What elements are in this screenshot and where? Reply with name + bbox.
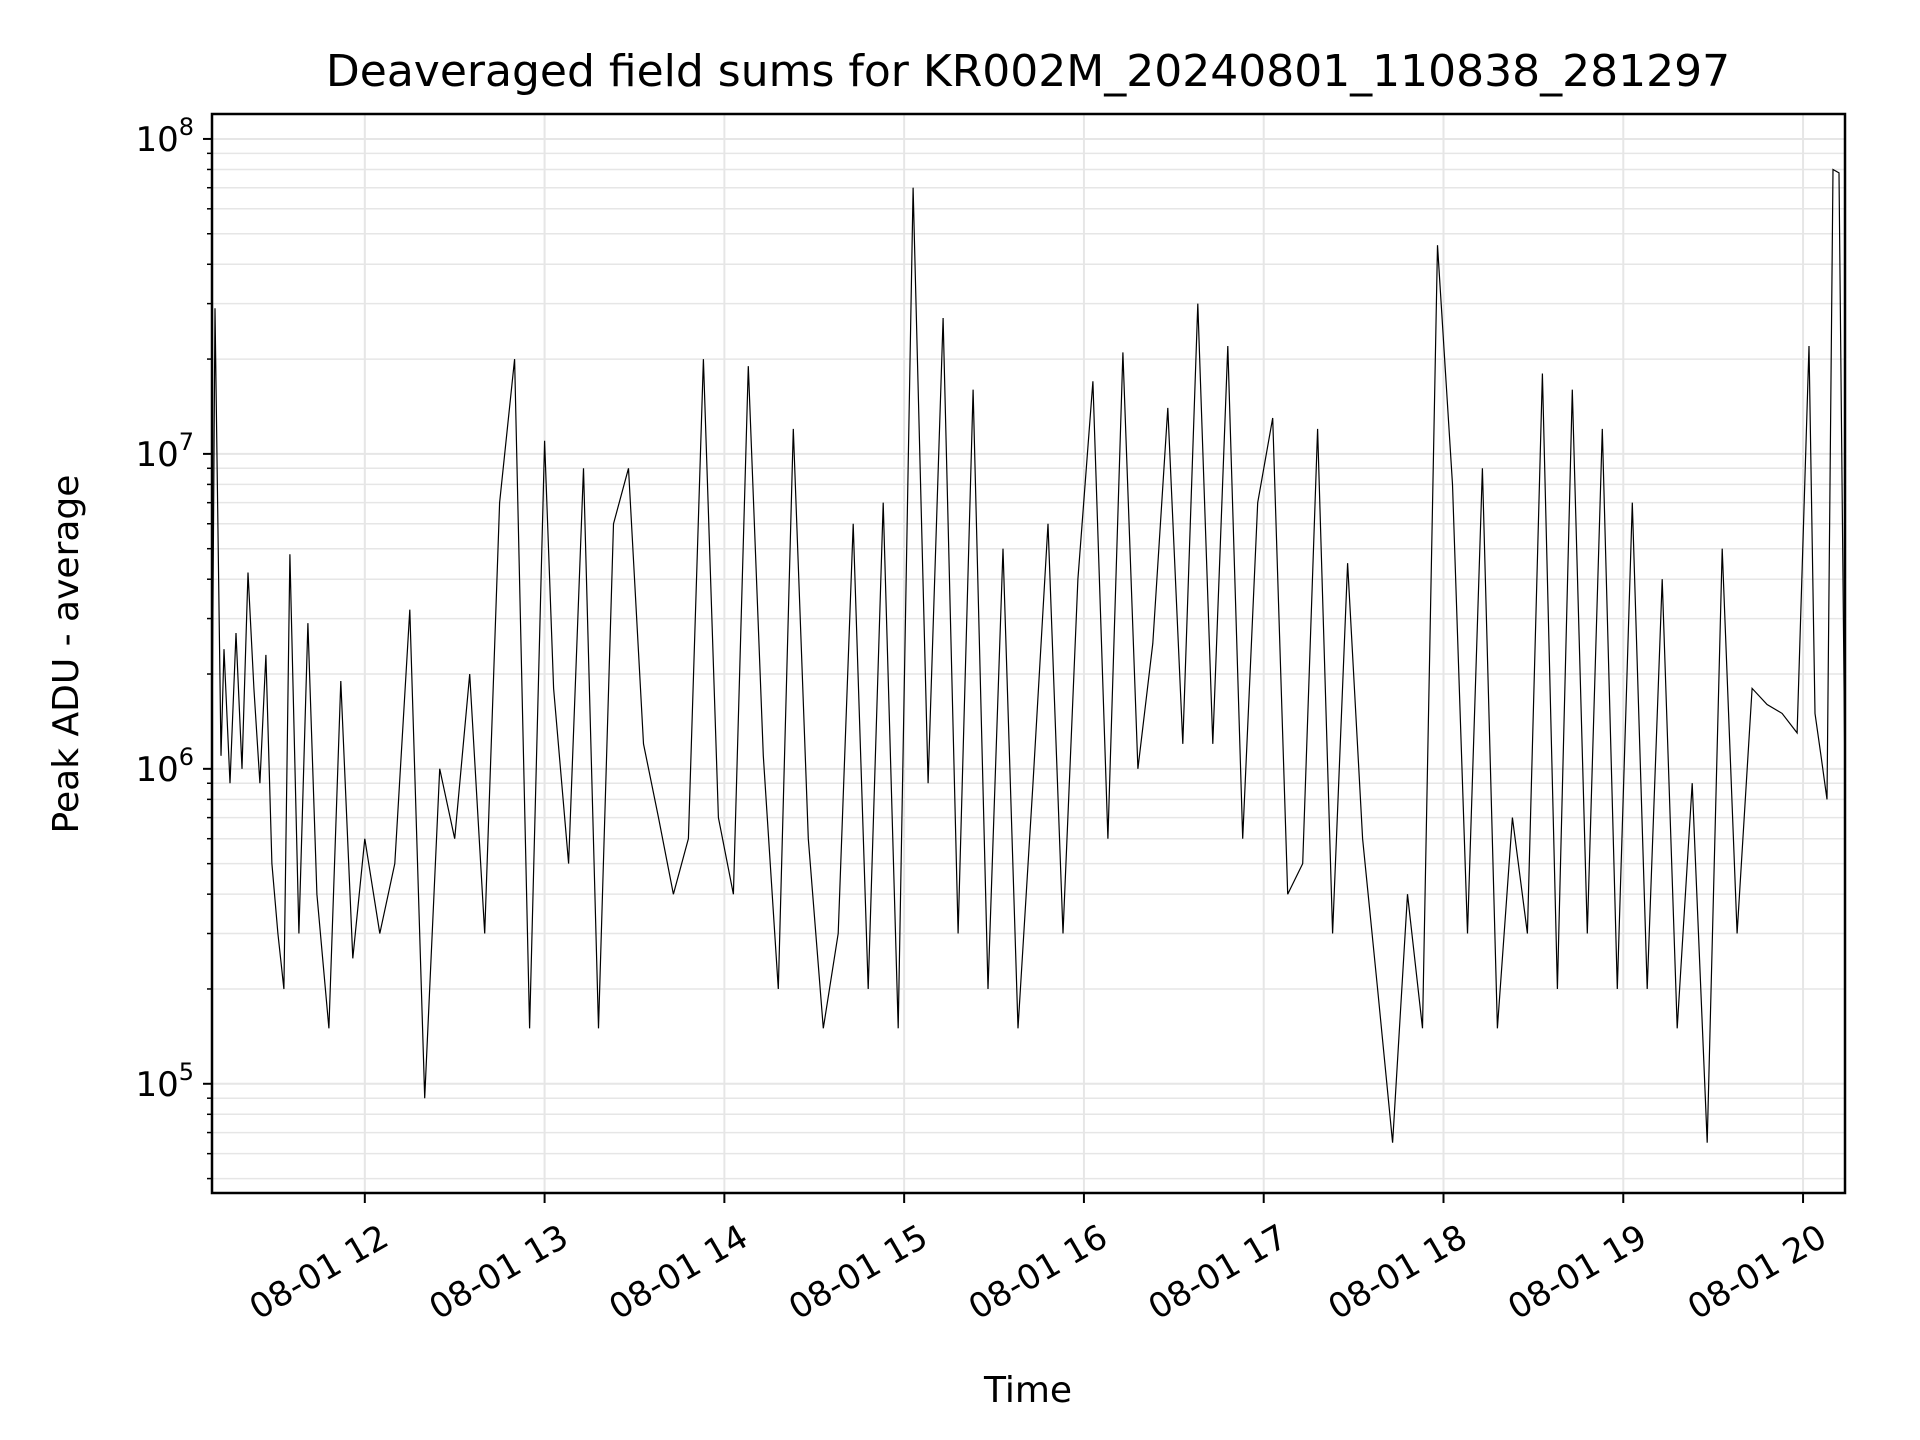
y-tick-exponent: 5 (179, 1058, 194, 1086)
series-area (211, 168, 1846, 1143)
y-tick-base: 10 (135, 435, 178, 475)
plot-frame (210, 112, 1847, 1195)
y-tick-exponent: 7 (179, 428, 194, 456)
y-tick-label: 106 (135, 743, 194, 790)
y-tick-base: 10 (135, 1065, 178, 1105)
series-line (211, 168, 1846, 1143)
y-tick-label: 105 (135, 1058, 194, 1105)
y-tick-base: 10 (135, 120, 178, 160)
y-tick-label: 108 (135, 113, 194, 160)
chart-title: Deaveraged field sums for KR002M_2024080… (326, 46, 1730, 97)
y-tick-exponent: 8 (179, 113, 194, 141)
x-axis-label: Time (983, 1370, 1072, 1411)
y-axis-label: Peak ADU - average (46, 475, 87, 834)
y-tick-base: 10 (135, 750, 178, 790)
y-tick-label: 107 (135, 428, 194, 475)
y-tick-exponent: 6 (179, 743, 194, 771)
